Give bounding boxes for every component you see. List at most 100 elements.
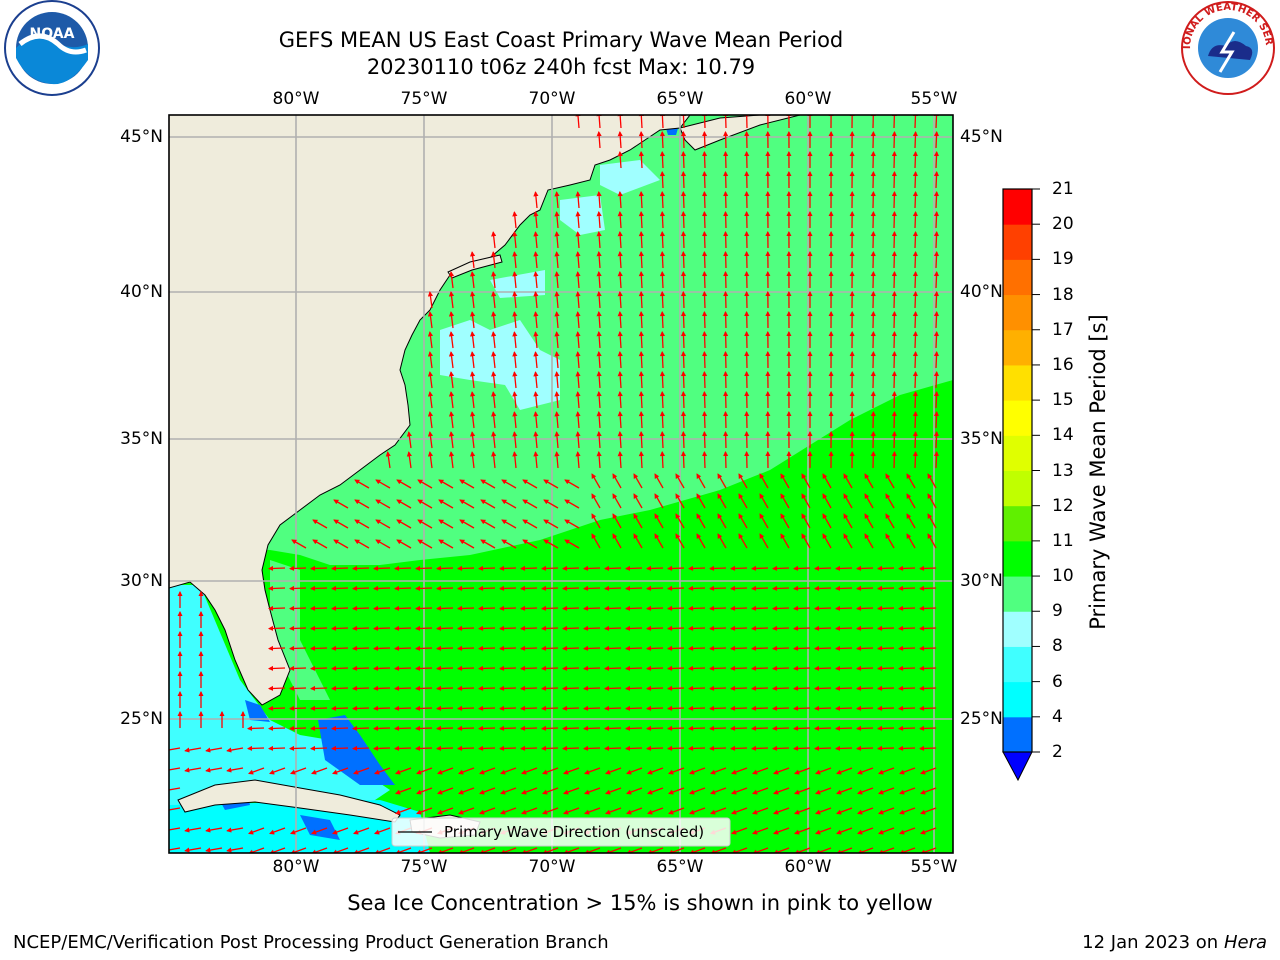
wave-arrow	[491, 451, 497, 469]
wave-arrow	[491, 291, 497, 309]
wave-arrow	[596, 250, 602, 269]
wave-arrow	[617, 230, 623, 249]
legend: Primary Wave Direction (unscaled)	[391, 817, 731, 847]
wave-arrow	[596, 130, 602, 149]
wave-arrow	[393, 645, 412, 652]
wave-arrow	[654, 473, 664, 489]
wave-arrow	[169, 747, 181, 751]
wave-arrow	[330, 585, 349, 592]
lon-label-top: 70°W	[528, 89, 576, 109]
wave-arrow	[912, 350, 919, 369]
wave-arrow	[540, 625, 559, 632]
wave-arrow	[617, 130, 623, 149]
wave-arrow	[596, 350, 602, 369]
wave-arrow	[891, 115, 897, 129]
wave-arrow	[437, 767, 454, 775]
wave-arrow	[855, 745, 874, 752]
wave-arrow	[912, 190, 919, 209]
wave-arrow	[603, 565, 622, 572]
wave-arrow	[540, 585, 559, 592]
wave-arrow	[864, 493, 874, 509]
wave-arrow	[477, 645, 496, 652]
wave-arrow	[406, 431, 412, 449]
wave-arrow	[638, 290, 644, 309]
wave-arrow	[731, 787, 748, 795]
wave-arrow	[596, 330, 602, 349]
wave-arrow	[659, 430, 666, 449]
colorbar-tick-label: 10	[1052, 566, 1074, 587]
wave-arrow	[792, 625, 811, 632]
wave-arrow	[855, 665, 874, 672]
colorbar-segment	[1003, 189, 1032, 225]
wave-arrow	[933, 430, 940, 449]
wave-arrow	[438, 539, 454, 549]
wave-arrow	[393, 725, 412, 732]
wave-arrow	[680, 430, 687, 449]
colorbar-tick-label: 20	[1052, 214, 1074, 235]
wave-arrow	[396, 539, 412, 549]
wave-arrow	[519, 725, 538, 732]
wave-arrow	[891, 310, 897, 329]
colorbar-tick-label: 13	[1052, 460, 1074, 481]
wave-arrow	[448, 291, 455, 309]
wave-arrow	[596, 270, 602, 289]
wave-arrow	[554, 191, 560, 209]
wave-arrow	[533, 391, 539, 409]
wave-arrow	[591, 533, 601, 549]
wave-arrow	[459, 499, 475, 509]
wave-arrow	[813, 585, 832, 592]
wave-arrow	[417, 539, 433, 549]
wave-arrow	[659, 370, 666, 389]
wave-arrow	[603, 705, 622, 712]
wave-arrow	[169, 847, 181, 851]
wave-arrow	[354, 499, 370, 509]
wave-arrow	[891, 390, 897, 409]
lon-label-bottom: 70°W	[528, 857, 576, 877]
wave-arrow	[813, 745, 832, 752]
period-2-4-keys	[245, 700, 270, 722]
lat-label-left: 30°N	[120, 571, 163, 591]
wave-arrow	[912, 230, 919, 249]
wave-arrow	[169, 807, 181, 811]
wave-arrow	[354, 539, 370, 549]
wave-arrow	[645, 605, 664, 612]
wave-arrow	[491, 271, 497, 289]
wave-arrow	[813, 565, 832, 572]
wave-arrow	[311, 827, 328, 835]
wave-arrow	[512, 411, 518, 429]
wave-arrow	[519, 625, 538, 632]
wave-arrow	[878, 787, 895, 795]
wave-arrow	[269, 767, 286, 775]
wave-arrow	[533, 331, 539, 349]
wave-arrow	[372, 625, 391, 632]
wave-arrow	[603, 605, 622, 612]
wave-arrow	[723, 190, 729, 209]
wave-arrow	[540, 645, 559, 652]
wave-arrow	[687, 565, 706, 572]
wave-arrow	[855, 625, 874, 632]
wave-arrow	[696, 473, 706, 489]
wave-arrow	[876, 705, 895, 712]
wave-arrow	[533, 371, 539, 389]
wave-arrow	[687, 705, 706, 712]
wave-arrow	[309, 565, 328, 572]
wave-arrow	[246, 745, 265, 752]
wave-arrow	[427, 431, 434, 449]
wave-arrow	[414, 685, 433, 692]
wave-arrow	[554, 451, 560, 469]
wave-arrow	[575, 271, 581, 289]
wave-arrow	[666, 585, 685, 592]
wave-arrow	[582, 645, 601, 652]
wave-arrow	[575, 411, 581, 429]
wave-arrow	[267, 565, 286, 572]
wave-arrow	[723, 350, 729, 369]
wave-arrow	[533, 311, 539, 329]
wave-arrow	[267, 725, 286, 732]
wave-arrow	[771, 565, 790, 572]
wave-arrow	[687, 665, 706, 672]
wave-arrow	[855, 605, 874, 612]
wave-arrow	[645, 705, 664, 712]
lon-label-bottom: 65°W	[656, 857, 704, 877]
wave-arrow	[375, 479, 391, 489]
